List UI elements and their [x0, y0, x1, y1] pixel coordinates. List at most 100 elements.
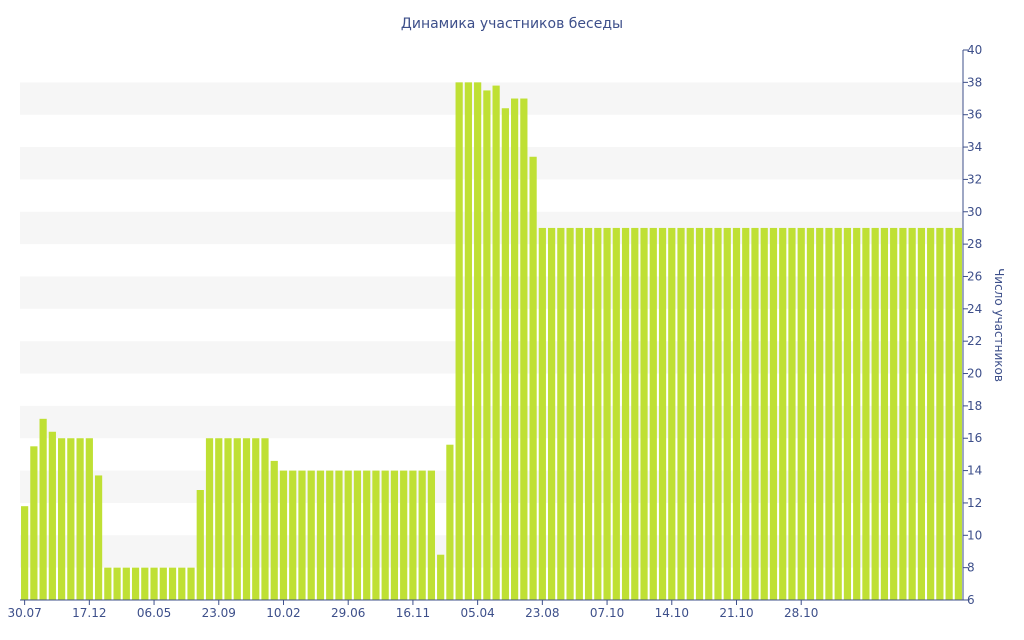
- bar: [511, 98, 519, 600]
- bar: [242, 438, 251, 600]
- bar: [474, 82, 482, 601]
- bar: [640, 227, 648, 600]
- grid-band: [20, 82, 963, 115]
- bar: [390, 470, 399, 600]
- y-tick-label: 8: [967, 561, 975, 575]
- y-tick-label: 10: [967, 528, 982, 542]
- grid-band: [20, 470, 963, 503]
- x-tick-label: 14.10: [655, 606, 689, 620]
- bar: [76, 438, 84, 600]
- bar: [594, 227, 602, 600]
- bar: [954, 227, 962, 600]
- y-tick-label: 6: [967, 593, 975, 607]
- bar: [658, 227, 667, 600]
- grid-band: [20, 276, 963, 309]
- bar: [270, 460, 278, 600]
- bar: [58, 438, 66, 600]
- bar: [196, 490, 204, 600]
- bar: [538, 227, 546, 600]
- y-tick-label: 36: [967, 108, 982, 122]
- bar: [723, 227, 731, 600]
- bar: [131, 567, 140, 600]
- bar: [557, 227, 565, 600]
- bar: [67, 438, 75, 600]
- bar: [427, 470, 436, 600]
- y-tick-label: 18: [967, 399, 982, 413]
- bar: [316, 470, 325, 600]
- bar: [788, 227, 796, 600]
- bar: [326, 470, 334, 600]
- bar: [464, 82, 472, 601]
- bar: [483, 90, 491, 600]
- bar: [501, 108, 509, 601]
- bar: [30, 446, 38, 600]
- bar: [215, 438, 223, 600]
- bar: [649, 227, 657, 600]
- bar: [520, 98, 528, 600]
- grid-band: [20, 147, 963, 180]
- x-tick-label: 29.06: [331, 606, 365, 620]
- y-tick-label: 24: [967, 302, 982, 316]
- bar: [927, 227, 935, 600]
- x-tick-label: 23.09: [202, 606, 236, 620]
- bar: [862, 227, 870, 600]
- bar: [168, 567, 177, 600]
- chart-title: Динамика участников беседы: [401, 16, 623, 32]
- bar: [289, 470, 297, 600]
- bar: [381, 470, 389, 600]
- bar: [880, 227, 889, 600]
- x-tick-label: 21.10: [719, 606, 753, 620]
- bar: [668, 227, 676, 600]
- y-tick-label: 30: [967, 205, 982, 219]
- bar: [261, 438, 269, 600]
- bar: [917, 227, 925, 600]
- bar: [48, 431, 56, 600]
- bar: [871, 227, 879, 600]
- grid-band: [20, 341, 963, 374]
- bar: [890, 227, 898, 600]
- bar: [575, 227, 583, 600]
- bar: [816, 227, 824, 600]
- x-tick-label: 30.07: [7, 606, 41, 620]
- bar: [797, 227, 805, 600]
- x-tick-label: 23.08: [525, 606, 559, 620]
- bar: [677, 227, 685, 600]
- bar: [834, 227, 842, 600]
- x-tick-label: 07.10: [590, 606, 624, 620]
- bar: [492, 85, 500, 601]
- bar: [853, 227, 861, 600]
- bar: [584, 227, 593, 600]
- grid-band: [20, 535, 963, 568]
- y-axis-title: Число участников: [992, 268, 1006, 382]
- bar: [187, 567, 195, 600]
- bar: [742, 227, 750, 600]
- x-axis: 30.07 17.12 06.05 23.09 10.02 29.06 16.11 05.04…: [7, 599, 963, 620]
- bar: [122, 567, 130, 600]
- x-tick-label: 28.10: [784, 606, 818, 620]
- bar: [529, 156, 537, 600]
- bar: [104, 567, 112, 600]
- bar: [233, 438, 241, 600]
- bar: [908, 227, 916, 600]
- x-tick-label: 17.12: [72, 606, 106, 620]
- bar: [178, 567, 186, 600]
- bar: [94, 475, 103, 600]
- bar: [298, 470, 306, 600]
- bar: [705, 227, 713, 600]
- bar: [141, 567, 149, 600]
- y-tick-label: 38: [967, 75, 982, 89]
- bar: [372, 470, 380, 600]
- bar: [409, 470, 417, 600]
- y-tick-label: 40: [967, 43, 982, 57]
- bar: [205, 438, 214, 600]
- grid-bands: [20, 82, 963, 568]
- bar: [603, 227, 611, 600]
- y-tick-label: 12: [967, 496, 982, 510]
- y-axis: 6 8 10 12 14 16 18 20 22 24 26 28 30 32 34 36 38 40: [962, 43, 982, 607]
- bar: [732, 227, 741, 600]
- bar: [39, 418, 47, 600]
- x-tick-label: 16.11: [396, 606, 430, 620]
- bar: [779, 227, 787, 600]
- bar: [344, 470, 352, 600]
- bar: [760, 227, 768, 600]
